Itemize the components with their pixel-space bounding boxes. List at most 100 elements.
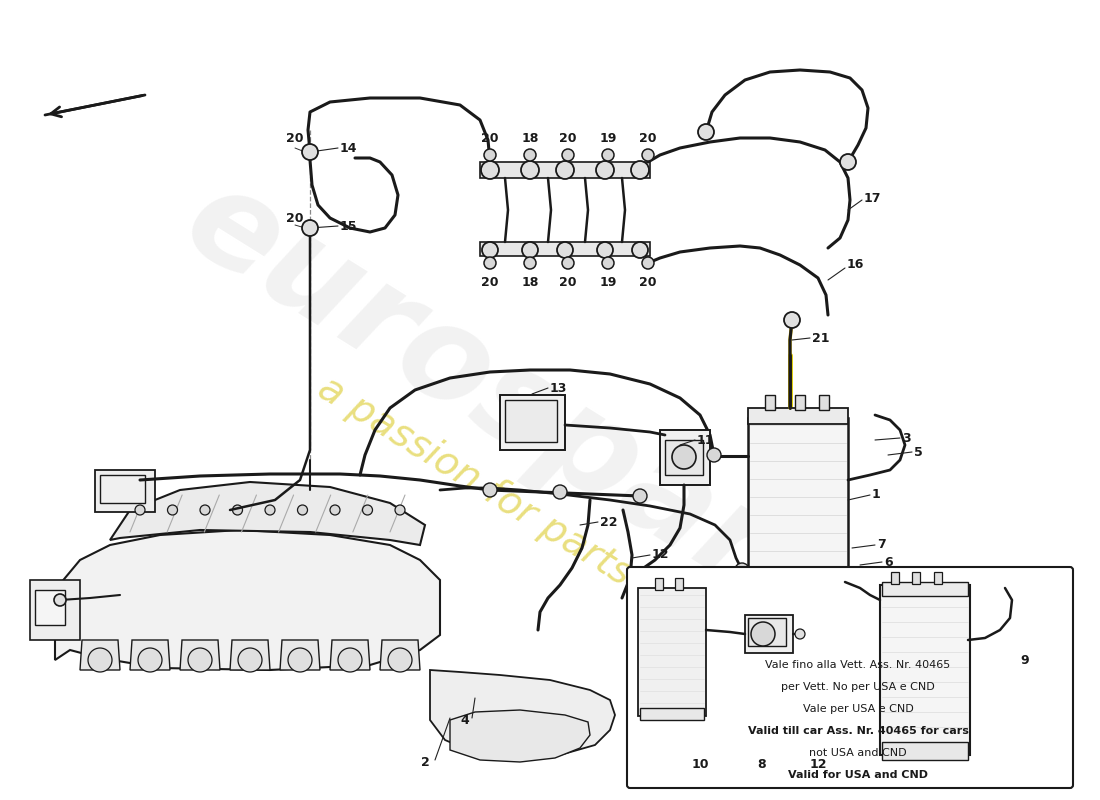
Text: 11: 11 — [697, 434, 715, 446]
Circle shape — [698, 124, 714, 140]
Text: 21: 21 — [812, 331, 829, 345]
Circle shape — [784, 312, 800, 328]
Polygon shape — [450, 710, 590, 762]
Text: 18: 18 — [521, 275, 539, 289]
Text: 8: 8 — [758, 758, 767, 771]
Bar — [882, 582, 968, 596]
Bar — [750, 580, 846, 602]
Circle shape — [707, 448, 721, 462]
Circle shape — [135, 505, 145, 515]
Text: 20: 20 — [286, 211, 304, 225]
Circle shape — [188, 648, 212, 672]
Circle shape — [840, 154, 856, 170]
Circle shape — [602, 257, 614, 269]
Polygon shape — [80, 640, 120, 670]
Bar — [748, 408, 848, 424]
Bar — [95, 470, 155, 512]
Bar — [666, 440, 703, 475]
Circle shape — [167, 505, 177, 515]
Text: 7: 7 — [877, 538, 886, 551]
Bar — [912, 572, 920, 584]
Text: 16: 16 — [847, 258, 865, 271]
Bar — [891, 572, 899, 584]
Polygon shape — [130, 640, 170, 670]
Text: 20: 20 — [559, 275, 576, 289]
Bar — [100, 475, 145, 503]
Polygon shape — [110, 482, 425, 545]
Bar — [880, 585, 970, 755]
Circle shape — [238, 648, 262, 672]
Text: 10: 10 — [691, 758, 708, 771]
Circle shape — [481, 161, 499, 179]
Text: 20: 20 — [639, 131, 657, 145]
Polygon shape — [280, 640, 320, 670]
Circle shape — [632, 489, 647, 503]
Text: 5: 5 — [914, 446, 923, 458]
Bar — [745, 615, 793, 653]
Polygon shape — [230, 640, 270, 670]
Bar — [934, 572, 942, 584]
Circle shape — [395, 505, 405, 515]
FancyBboxPatch shape — [627, 567, 1072, 788]
Circle shape — [297, 505, 308, 515]
Circle shape — [557, 242, 573, 258]
Bar — [480, 162, 650, 178]
Circle shape — [562, 149, 574, 161]
Circle shape — [556, 161, 574, 179]
Circle shape — [596, 161, 614, 179]
Bar — [675, 578, 683, 590]
Bar — [480, 242, 650, 256]
Text: 12: 12 — [652, 549, 670, 562]
Bar — [820, 395, 829, 410]
Circle shape — [483, 483, 497, 497]
Circle shape — [602, 149, 614, 161]
Circle shape — [553, 485, 566, 499]
Circle shape — [338, 648, 362, 672]
Text: a passion for parts since 1985: a passion for parts since 1985 — [311, 368, 829, 712]
Circle shape — [363, 505, 373, 515]
Text: 3: 3 — [902, 431, 911, 445]
Text: 12: 12 — [810, 758, 827, 771]
Text: 6: 6 — [884, 555, 892, 569]
Text: 4: 4 — [461, 714, 470, 726]
Text: 9: 9 — [1020, 654, 1028, 666]
Bar — [640, 708, 704, 720]
Circle shape — [388, 648, 412, 672]
Bar — [500, 395, 565, 450]
Circle shape — [632, 242, 648, 258]
Bar — [638, 588, 706, 716]
Text: Vale per USA e CND: Vale per USA e CND — [803, 704, 913, 714]
Circle shape — [265, 505, 275, 515]
Bar — [764, 395, 776, 410]
Text: 19: 19 — [600, 131, 617, 145]
Text: 17: 17 — [864, 191, 881, 205]
Circle shape — [524, 149, 536, 161]
Circle shape — [672, 445, 696, 469]
Text: 20: 20 — [482, 131, 498, 145]
Text: per Vett. No per USA e CND: per Vett. No per USA e CND — [781, 682, 935, 692]
Circle shape — [642, 257, 654, 269]
Text: 20: 20 — [639, 275, 657, 289]
Bar — [748, 618, 786, 646]
Bar — [660, 430, 710, 485]
Circle shape — [562, 257, 574, 269]
Circle shape — [302, 144, 318, 160]
Text: 15: 15 — [340, 219, 358, 233]
Bar — [35, 590, 65, 625]
Circle shape — [138, 648, 162, 672]
Text: eurospares: eurospares — [163, 155, 937, 705]
Circle shape — [232, 505, 242, 515]
Circle shape — [522, 242, 538, 258]
Text: Valid for USA and CND: Valid for USA and CND — [788, 770, 928, 780]
Text: 13: 13 — [550, 382, 568, 394]
Circle shape — [524, 257, 536, 269]
Bar — [654, 578, 663, 590]
Circle shape — [597, 242, 613, 258]
Circle shape — [642, 149, 654, 161]
Text: 18: 18 — [521, 131, 539, 145]
Circle shape — [795, 629, 805, 639]
Polygon shape — [180, 640, 220, 670]
Text: Valid till car Ass. Nr. 40465 for cars: Valid till car Ass. Nr. 40465 for cars — [748, 726, 968, 736]
Circle shape — [88, 648, 112, 672]
Bar — [505, 400, 557, 442]
